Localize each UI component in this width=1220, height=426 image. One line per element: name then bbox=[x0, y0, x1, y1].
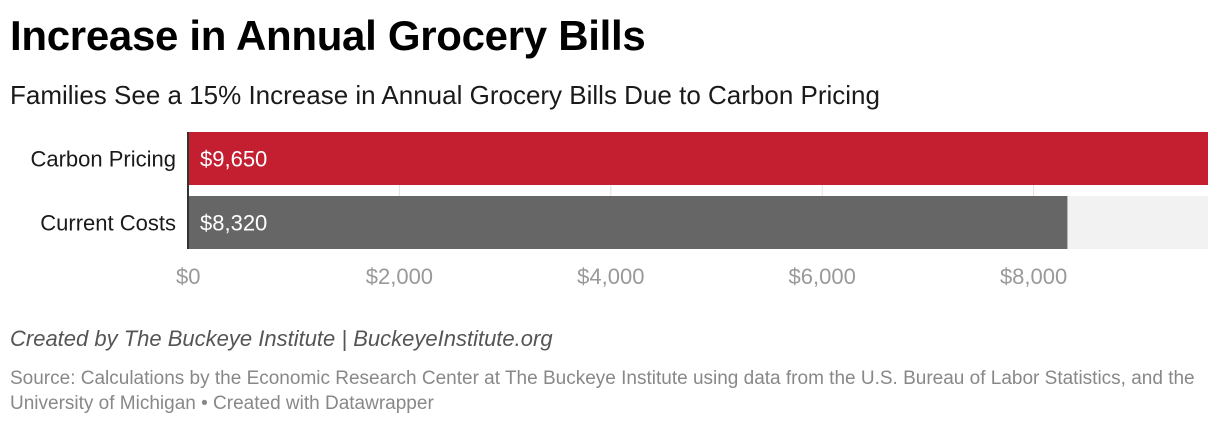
chart-subtitle: Families See a 15% Increase in Annual Gr… bbox=[10, 80, 880, 110]
bar bbox=[188, 196, 1068, 249]
source-note: Source: Calculations by the Economic Res… bbox=[10, 368, 1195, 414]
byline: Created by The Buckeye Institute | Bucke… bbox=[10, 326, 553, 351]
x-tick-label: $2,000 bbox=[366, 264, 433, 289]
bar-chart: Carbon Pricing $9,650 Current Costs $8,320 $… bbox=[30, 132, 1208, 289]
x-tick-label: $8,000 bbox=[1000, 264, 1067, 289]
x-tick-label: $6,000 bbox=[789, 264, 856, 289]
value-label: $8,320 bbox=[200, 211, 267, 236]
x-tick-label: $4,000 bbox=[577, 264, 644, 289]
x-tick-label: $0 bbox=[176, 264, 200, 289]
bar bbox=[188, 132, 1208, 185]
category-label: Carbon Pricing bbox=[30, 147, 176, 172]
category-label: Current Costs bbox=[40, 211, 176, 236]
chart-title: Increase in Annual Grocery Bills bbox=[10, 12, 646, 59]
value-label: $9,650 bbox=[200, 147, 267, 172]
